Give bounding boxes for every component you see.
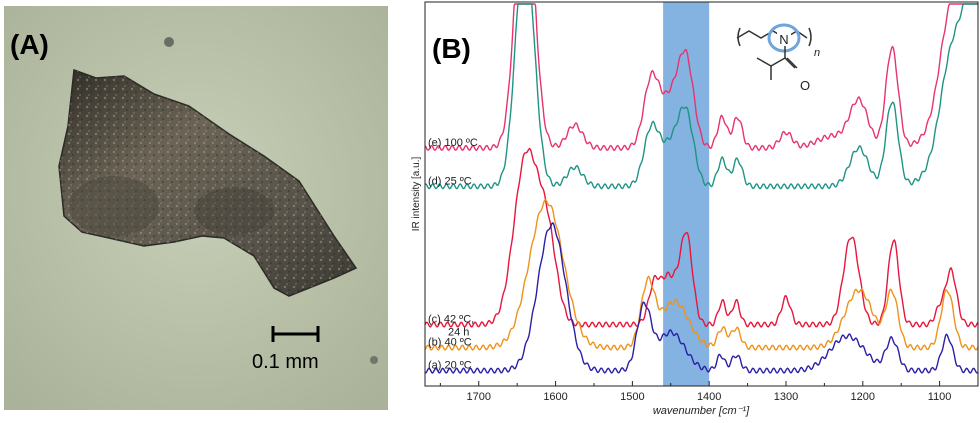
trace-label-3: (c) 42 ºC, — [428, 314, 474, 326]
plot-frame — [424, 1, 979, 387]
structure-atom-n: N — [779, 32, 788, 47]
spectrum-line-4 — [424, 198, 979, 351]
trace-label-1: (e) 100 ºC — [428, 137, 478, 149]
scale-bar-label: 0.1 mm — [252, 351, 319, 373]
x-tick-label-1400: 1400 — [697, 391, 721, 403]
trace-label-4: (b) 40 ºC — [428, 337, 472, 349]
trace-label-5: (a) 20 ºC — [428, 360, 472, 372]
x-axis-label: wavenumber [cm⁻¹] — [653, 405, 750, 417]
panel-a-label: (A) — [10, 29, 49, 60]
ir-chart: (e) 100 ºC (d) 25 ºC (c) 42 ºC,24 h(b) 40 … — [411, 1, 979, 417]
trace-label-2: (d) 25 ºC — [428, 175, 472, 187]
x-tick-label-1700: 1700 — [467, 391, 491, 403]
micrograph-panel: (A) 0.1 mm — [4, 6, 388, 410]
trace-label-3-line2: 24 h — [448, 327, 469, 339]
x-tick-label-1600: 1600 — [543, 391, 567, 403]
spectrum-line-2 — [424, 3, 978, 190]
structure-atom-o: O — [800, 78, 810, 93]
x-tick-label-1300: 1300 — [774, 391, 798, 403]
x-tick-label-1200: 1200 — [851, 391, 875, 403]
spectrum-line-3 — [424, 147, 979, 328]
micrograph-image: (A) 0.1 mm — [4, 6, 388, 410]
x-tick-label-1100: 1100 — [928, 391, 952, 403]
highlight-band — [663, 2, 710, 386]
x-tick-label-1500: 1500 — [620, 391, 644, 403]
chemical-structure — [736, 23, 812, 80]
spectrum-line-5 — [424, 222, 979, 374]
panel-b-label: (B) — [432, 33, 471, 64]
structure-subscript: n — [814, 47, 820, 59]
ir-spectra-panel: (e) 100 ºC (d) 25 ºC (c) 42 ºC, 24 h (b) 40 … — [405, 0, 980, 418]
y-axis-label: IR intensity [a.u.] — [411, 157, 422, 232]
